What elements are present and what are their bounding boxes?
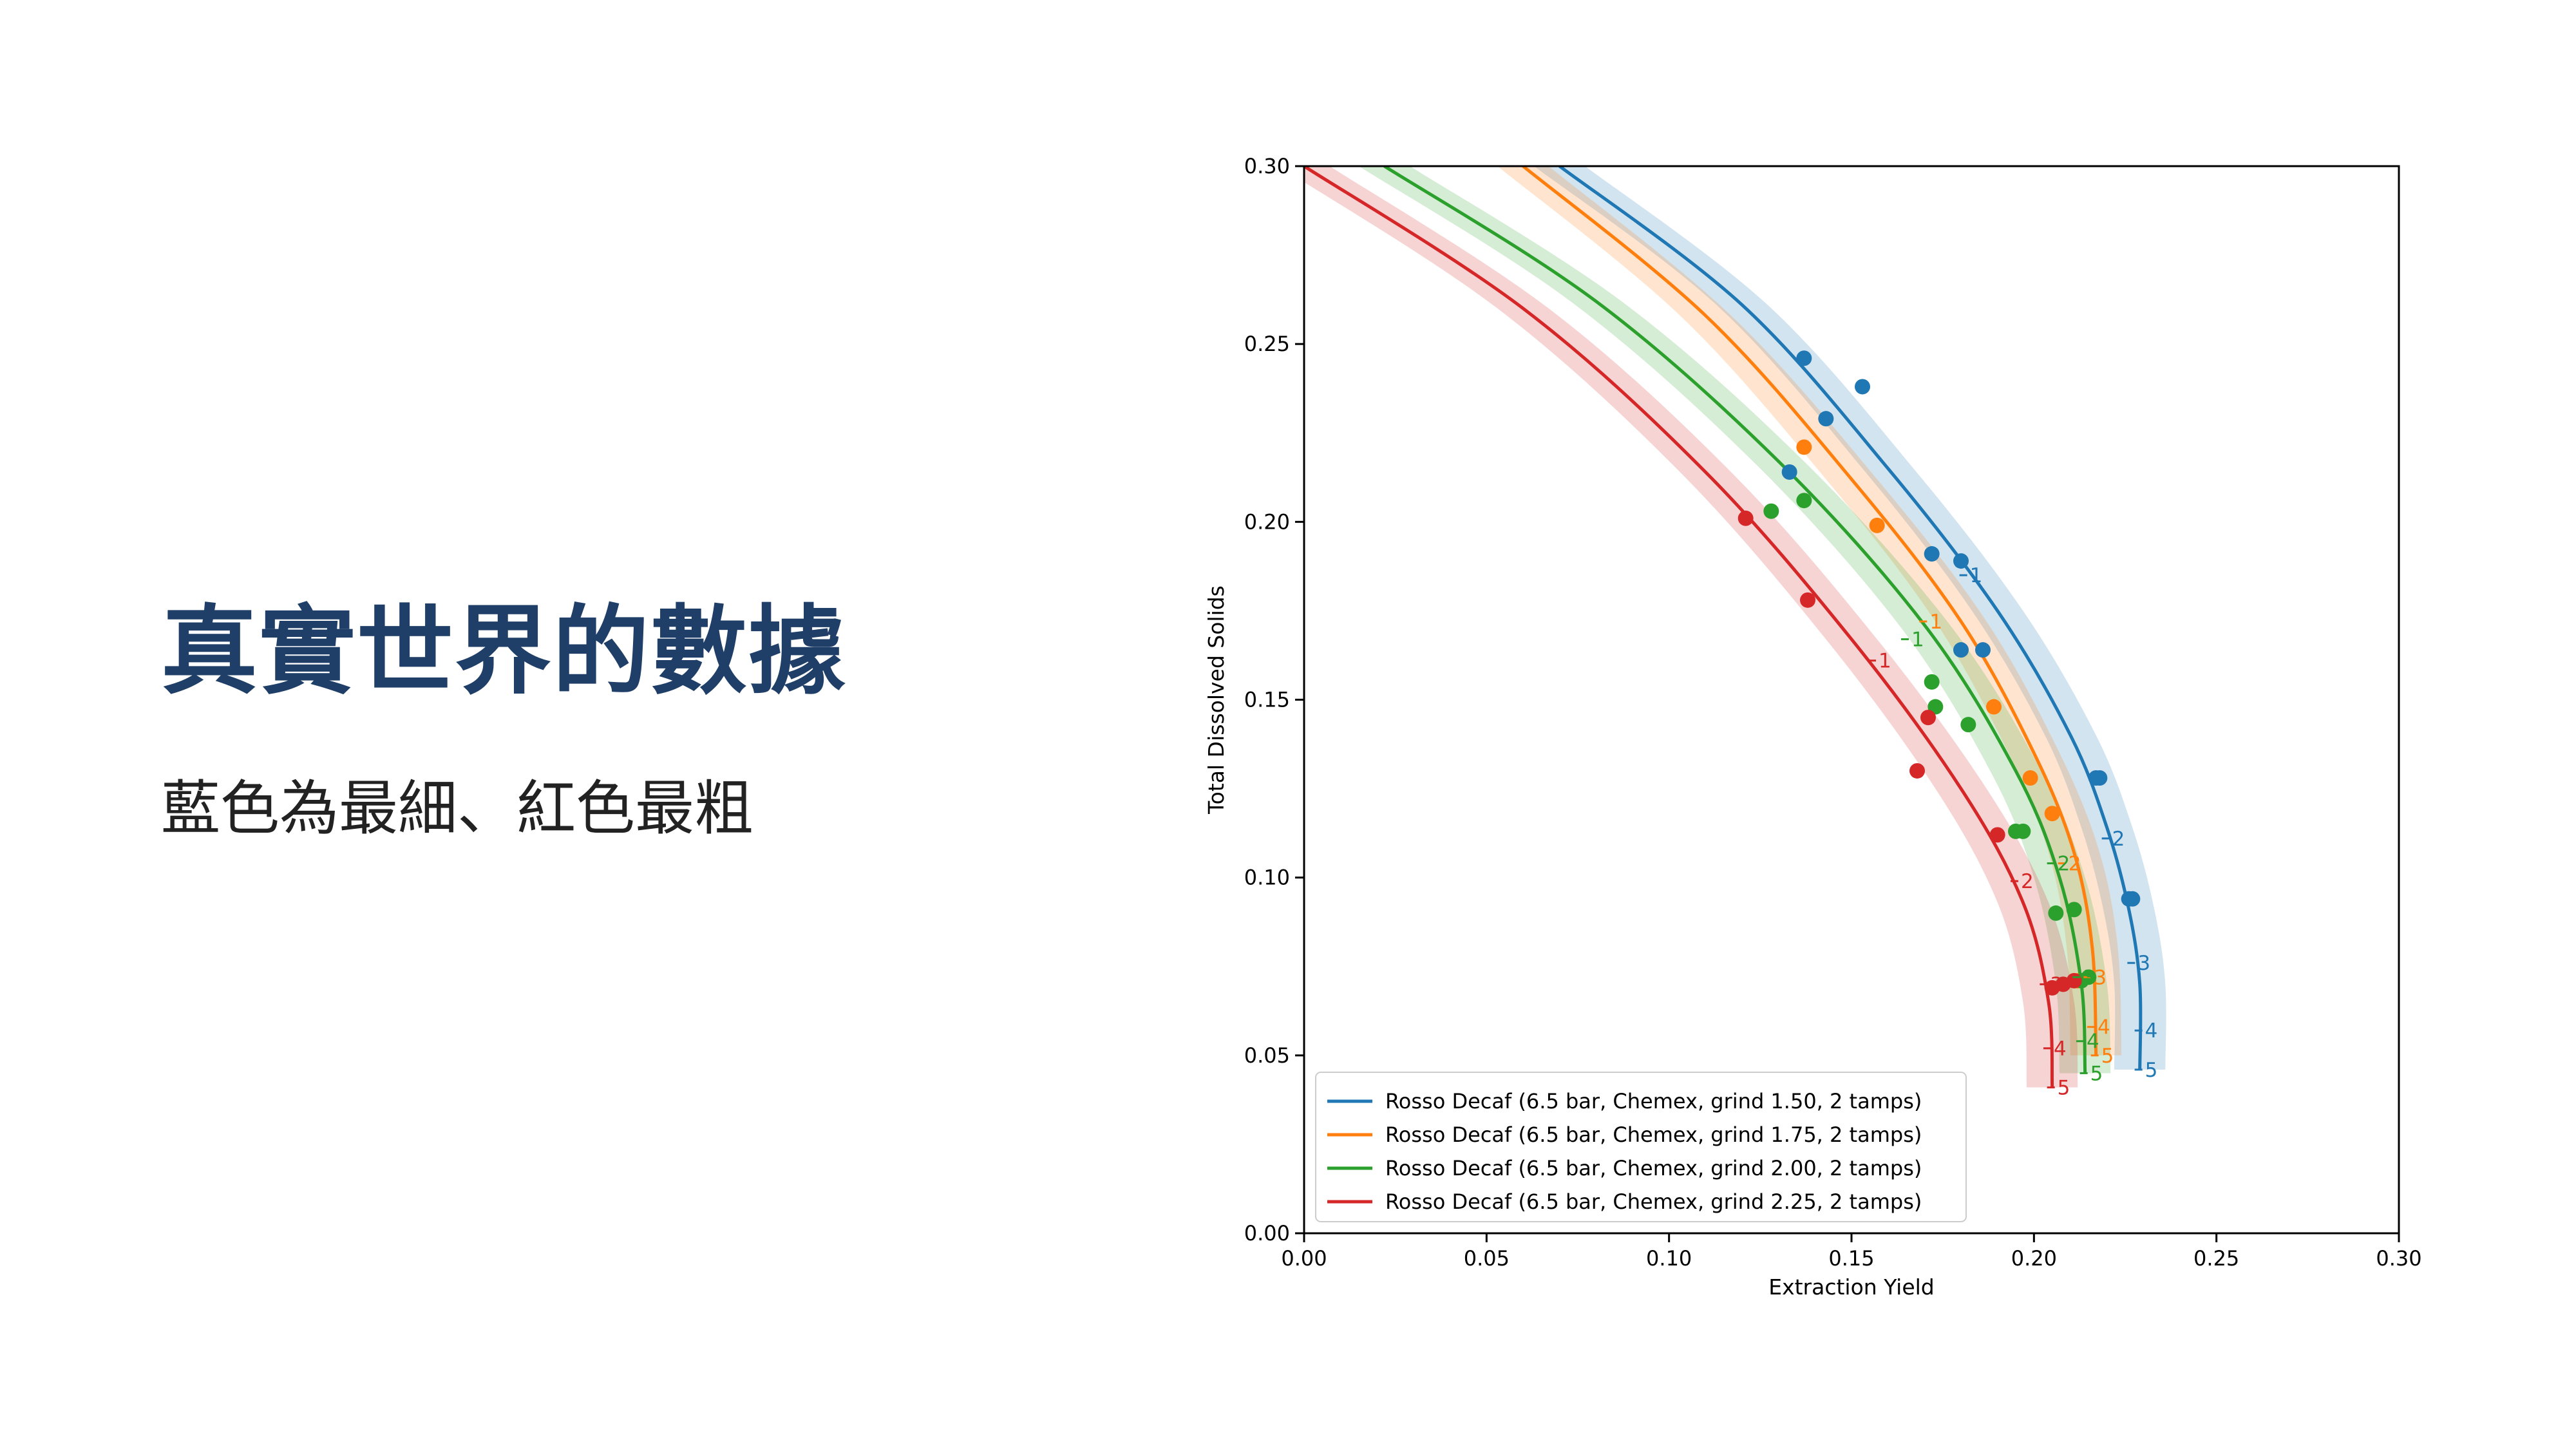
- data-point-series-3: [1763, 503, 1779, 519]
- slide-title: 真實世界的數據: [161, 596, 847, 708]
- y-tick-label: 0.20: [1244, 509, 1290, 534]
- confidence-bands: [1304, 166, 2166, 1088]
- data-point-series-2: [2044, 806, 2060, 822]
- data-point-series-1: [2092, 770, 2108, 786]
- data-point-series-3: [2048, 905, 2064, 921]
- y-tick-label: 0.30: [1244, 154, 1290, 178]
- data-point-series-1: [1953, 553, 1969, 569]
- data-point-series-4: [1800, 592, 1815, 608]
- data-point-series-1: [1975, 642, 1991, 658]
- data-point-series-3: [1924, 674, 1940, 690]
- marker-label-series-3: 1: [1911, 629, 1924, 652]
- data-point-series-1: [1781, 464, 1797, 480]
- data-point-series-1: [1855, 379, 1870, 395]
- marker-label-series-4: 5: [2058, 1077, 2070, 1100]
- slide-subtitle: 藍色為最細、紅色最粗: [161, 774, 754, 843]
- legend-label-series-2: Rosso Decaf (6.5 bar, Chemex, grind 1.75…: [1385, 1122, 1922, 1147]
- legend-label-series-1: Rosso Decaf (6.5 bar, Chemex, grind 1.50…: [1385, 1089, 1922, 1113]
- x-axis-ticks: 0.00 0.05 0.10 0.15 0.20 0.25 0.30: [1281, 1233, 2422, 1271]
- data-point-series-4: [1989, 827, 2005, 843]
- marker-label-series-3: 4: [2087, 1030, 2099, 1054]
- marker-label-series-4: 2: [2021, 870, 2034, 893]
- curve-series-3: [1383, 166, 2087, 1074]
- y-axis-label: Total Dissolved Solids: [1204, 585, 1229, 815]
- marker-label-series-2: 1: [1929, 611, 1942, 634]
- y-tick-label: 0.05: [1244, 1043, 1290, 1068]
- curve-series-1: [1558, 166, 2143, 1070]
- data-point-series-1: [1818, 411, 1834, 427]
- legend-box: [1315, 1072, 1967, 1222]
- data-point-series-3: [2066, 902, 2082, 918]
- curve-series-2: [1522, 166, 2098, 1056]
- fit-curves: [1304, 166, 2143, 1088]
- x-tick-label: 0.15: [1828, 1246, 1874, 1271]
- data-point-series-1: [1953, 642, 1969, 658]
- marker-label-series-1: 4: [2145, 1019, 2158, 1043]
- y-tick-label: 0.00: [1244, 1221, 1290, 1245]
- marker-label-series-3: 2: [2058, 853, 2070, 876]
- x-tick-label: 0.25: [2193, 1246, 2239, 1271]
- marker-label-series-2: 2: [2069, 853, 2081, 876]
- x-tick-label: 0.00: [1281, 1246, 1327, 1271]
- data-point-series-3: [1796, 493, 1812, 509]
- x-tick-label: 0.05: [1464, 1246, 1510, 1271]
- x-tick-label: 0.20: [2011, 1246, 2057, 1271]
- data-point-series-3: [1960, 717, 1976, 733]
- data-point-series-4: [1920, 710, 1936, 726]
- data-point-series-4: [1909, 762, 1925, 779]
- data-point-series-1: [1796, 350, 1812, 366]
- data-point-series-2: [2022, 770, 2038, 786]
- marker-label-series-1: 3: [2137, 952, 2150, 975]
- legend-label-series-4: Rosso Decaf (6.5 bar, Chemex, grind 2.25…: [1385, 1189, 1922, 1214]
- x-tick-label: 0.10: [1646, 1246, 1692, 1271]
- y-tick-label: 0.10: [1244, 866, 1290, 890]
- data-point-series-4: [2066, 972, 2082, 989]
- marker-label-series-4: 4: [2054, 1037, 2067, 1061]
- marker-label-series-2: 4: [2098, 1016, 2110, 1039]
- y-axis-ticks: 0.00 0.05 0.10 0.15 0.20 0.25 0.30: [1244, 154, 1304, 1245]
- x-axis-label: Extraction Yield: [1768, 1274, 1935, 1300]
- marker-label-series-4: 3: [2050, 973, 2063, 996]
- data-point-series-2: [1869, 517, 1885, 533]
- data-point-series-2: [1796, 439, 1812, 455]
- data-point-series-2: [1986, 699, 2002, 715]
- marker-label-series-2: 5: [2101, 1045, 2114, 1068]
- y-tick-label: 0.15: [1244, 688, 1290, 712]
- marker-label-series-1: 1: [1970, 564, 1983, 587]
- marker-label-series-4: 1: [1879, 650, 1891, 673]
- marker-label-series-1: 5: [2145, 1059, 2158, 1082]
- data-point-series-1: [1924, 546, 1940, 562]
- x-tick-label: 0.30: [2376, 1246, 2421, 1271]
- marker-label-series-1: 2: [2112, 828, 2125, 851]
- data-point-series-4: [1738, 510, 1754, 526]
- marker-label-series-2: 3: [2094, 966, 2107, 989]
- y-tick-label: 0.25: [1244, 332, 1290, 356]
- marker-label-series-3: 3: [2083, 966, 2096, 989]
- marker-label-series-3: 5: [2090, 1062, 2103, 1085]
- curve-series-4: [1304, 166, 2054, 1088]
- legend-label-series-3: Rosso Decaf (6.5 bar, Chemex, grind 2.00…: [1385, 1156, 1922, 1180]
- data-point-series-3: [2015, 823, 2031, 839]
- data-point-series-1: [2125, 891, 2141, 907]
- legend: Rosso Decaf (6.5 bar, Chemex, grind 1.50…: [1315, 1072, 1967, 1222]
